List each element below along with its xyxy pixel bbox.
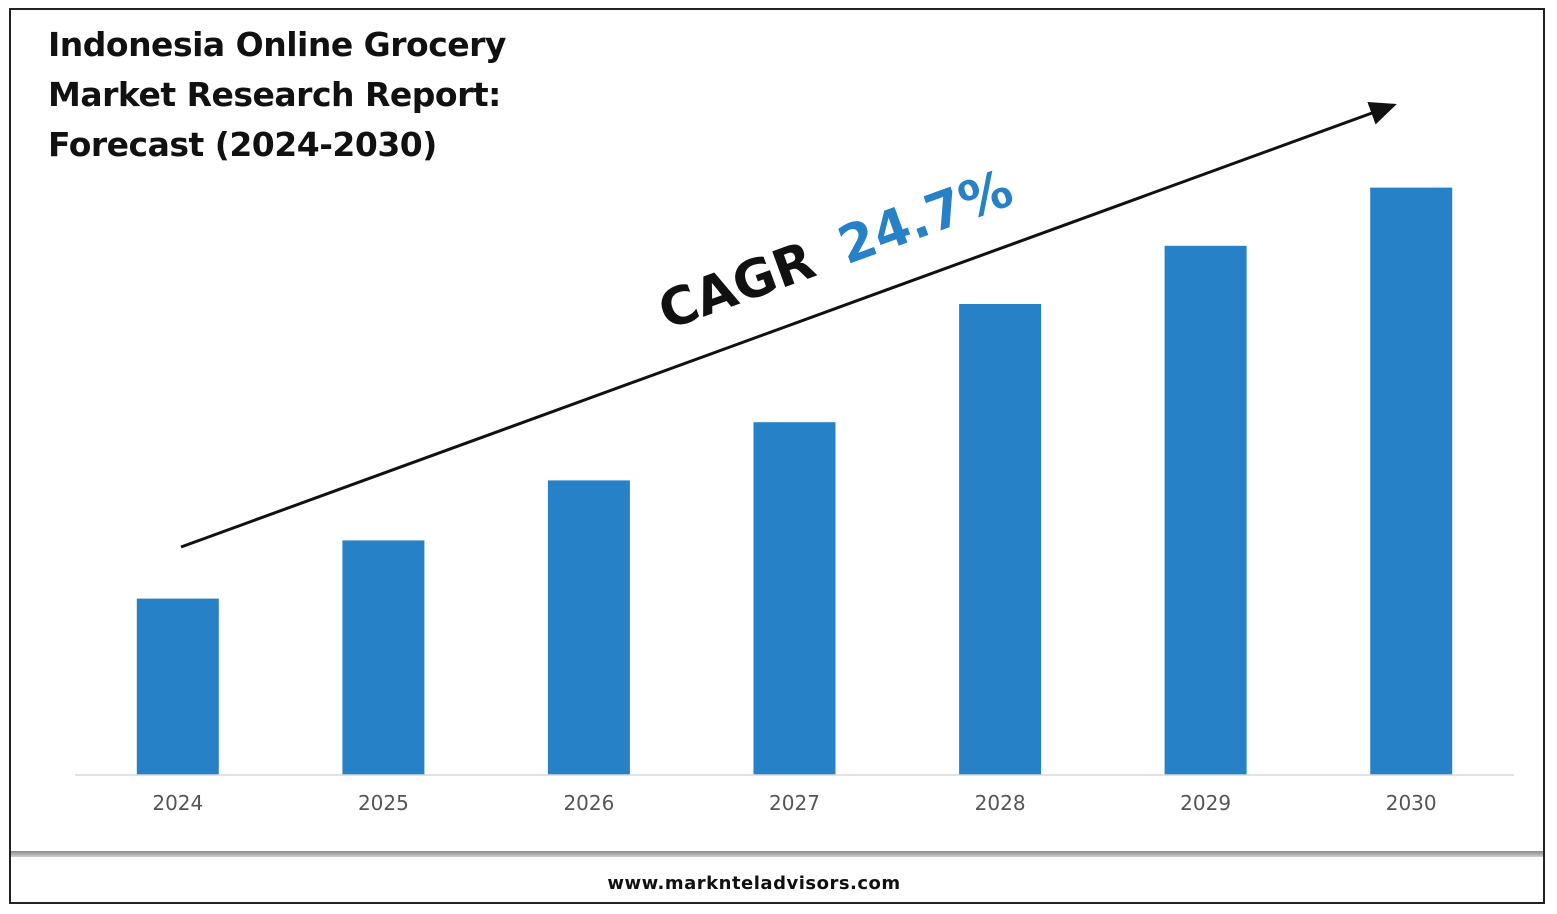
chart-title-line-1: Indonesia Online Grocery xyxy=(48,25,506,64)
footer-website: www.marknteladvisors.com xyxy=(607,873,901,894)
chart-title-line-3: Forecast (2024-2030) xyxy=(48,125,437,164)
cagr-label: CAGR xyxy=(651,231,823,342)
bar-2030 xyxy=(1370,187,1453,776)
bar-2026 xyxy=(547,480,630,775)
chart-title: Indonesia Online Grocery Market Research… xyxy=(48,20,568,170)
x-tick-labels: 2024 2025 2026 2027 2028 2029 2030 xyxy=(152,791,1436,815)
footer-divider xyxy=(11,851,1543,857)
bar-2027 xyxy=(753,422,836,775)
bars-group xyxy=(136,187,1453,776)
x-tick-label-2028: 2028 xyxy=(975,791,1026,815)
cagr-trend-arrow xyxy=(180,101,1397,549)
bar-2028 xyxy=(959,304,1042,775)
bar-2024 xyxy=(136,598,219,775)
x-tick-label-2025: 2025 xyxy=(358,791,409,815)
chart-title-line-2: Market Research Report: xyxy=(48,75,501,114)
x-tick-label-2030: 2030 xyxy=(1386,791,1437,815)
x-tick-label-2026: 2026 xyxy=(563,791,614,815)
x-tick-label-2029: 2029 xyxy=(1180,791,1231,815)
x-tick-label-2027: 2027 xyxy=(769,791,820,815)
bar-2029 xyxy=(1164,245,1247,776)
bar-2025 xyxy=(342,540,425,775)
cagr-value: 24.7% xyxy=(831,159,1021,277)
x-tick-label-2024: 2024 xyxy=(152,791,203,815)
